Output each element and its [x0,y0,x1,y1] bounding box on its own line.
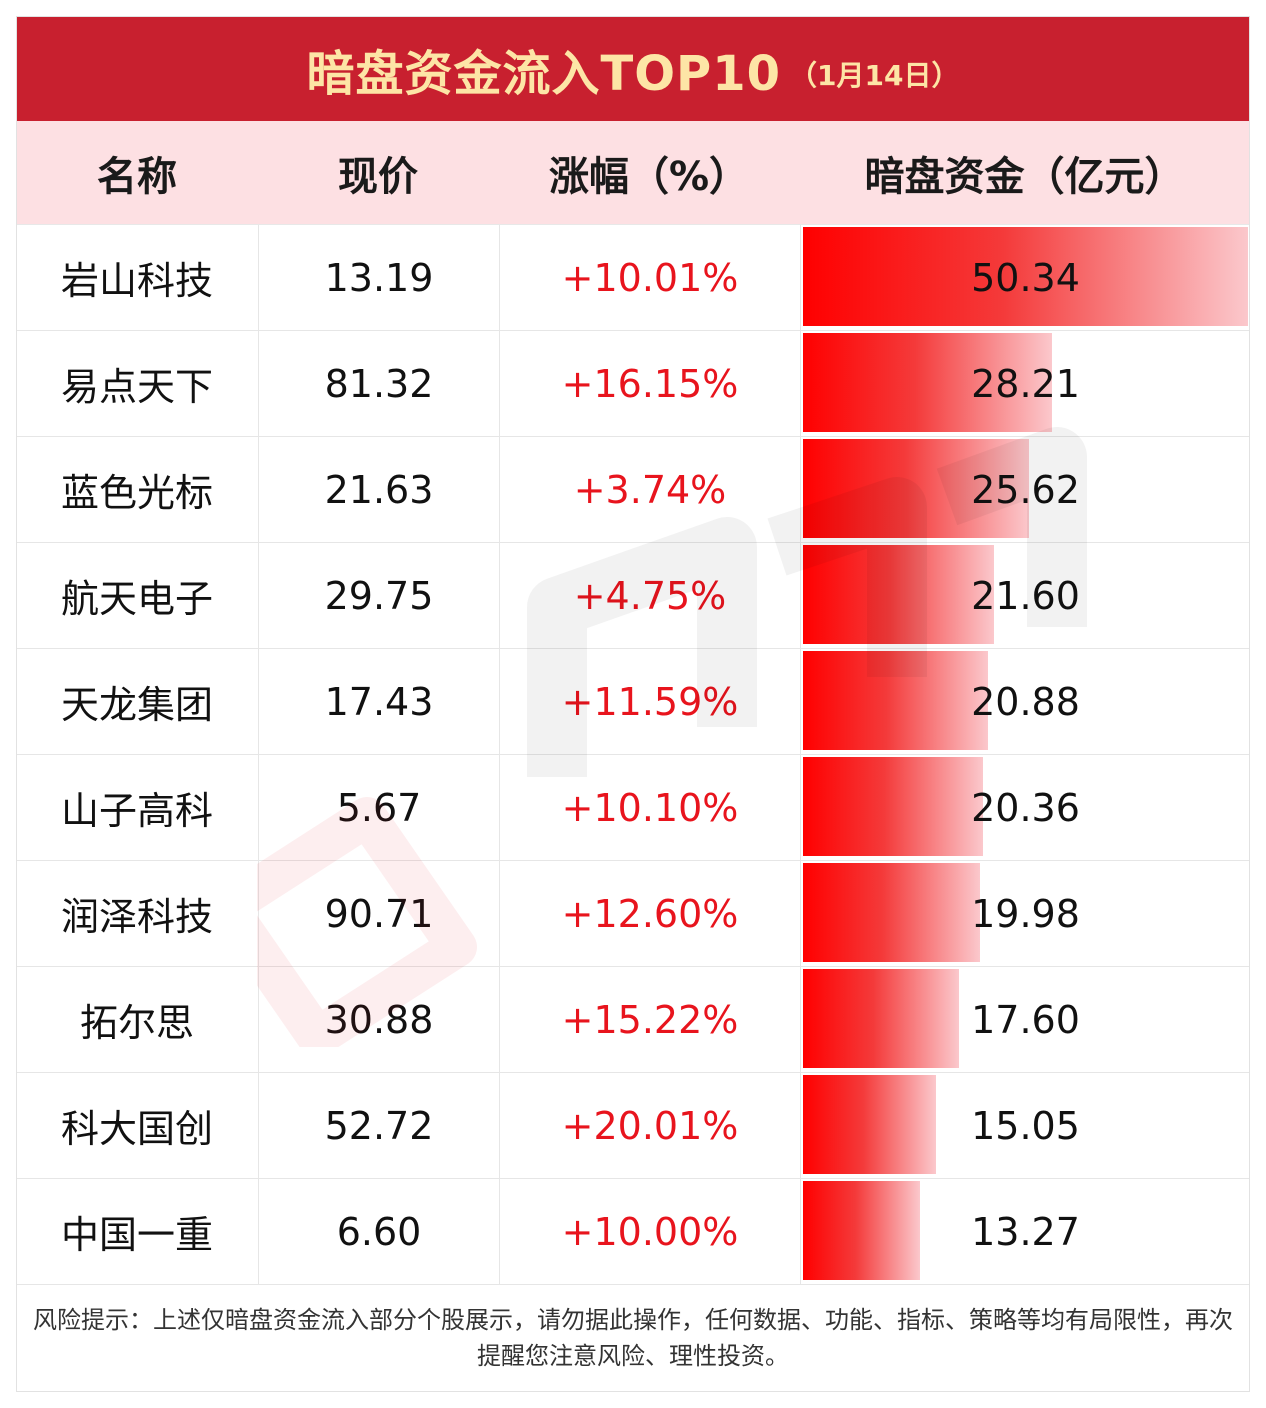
table-row: 中国一重 6.60 +10.00% 13.27 [17,1179,1249,1285]
table-row: 润泽科技 90.71 +12.60% 19.98 [17,861,1249,967]
stock-name: 岩山科技 [60,259,213,303]
stock-change: +15.22% [499,967,800,1072]
stock-name: 润泽科技 [60,895,213,939]
table-row: 山子高科 5.67 +10.10% 20.36 [17,755,1249,861]
dark-pool-value: 19.98 [971,891,1080,936]
stock-name: 易点天下 [60,365,213,409]
stock-change: +16.15% [499,331,800,436]
table-row: 岩山科技 13.19 +10.01% 50.34 [17,225,1249,331]
dark-pool-bar [803,651,988,750]
column-header-dark-pool: 暗盘资金（亿元） [864,154,1185,200]
stock-name: 科大国创 [60,1107,213,1151]
stock-change: +4.75% [499,543,800,648]
dark-pool-bar [803,227,1248,326]
stock-price: 6.60 [258,1179,499,1284]
chart-date: （1月14日） [789,59,960,92]
dark-pool-cell: 15.05 [800,1073,1250,1178]
dark-pool-value: 15.05 [971,1103,1080,1148]
stock-change: +11.59% [499,649,800,754]
dark-pool-value: 17.60 [971,997,1080,1042]
dark-pool-cell: 50.34 [800,225,1250,330]
dark-pool-value: 50.34 [971,255,1080,300]
dark-pool-bar [803,333,1052,432]
stock-name: 中国一重 [60,1213,213,1257]
dark-pool-bar [803,757,983,856]
column-header-name: 名称 [97,154,177,200]
column-header-price: 现价 [338,154,418,200]
stock-change: +20.01% [499,1073,800,1178]
stock-price: 81.32 [258,331,499,436]
risk-disclaimer: 风险提示：上述仅暗盘资金流入部分个股展示，请勿据此操作，任何数据、功能、指标、策… [33,1306,1233,1370]
dark-pool-bar [803,545,994,644]
table-row: 蓝色光标 21.63 +3.74% 25.62 [17,437,1249,543]
stock-price: 90.71 [258,861,499,966]
stock-name: 天龙集团 [60,683,213,727]
title-bar: 暗盘资金流入TOP10 （1月14日） [17,17,1249,121]
dark-pool-cell: 20.88 [800,649,1250,754]
dark-pool-bar [803,1075,936,1174]
table-card: 暗盘资金流入TOP10 （1月14日） 名称 现价 涨幅（%） 暗盘资金（亿元）… [16,16,1250,1392]
dark-pool-bar [803,439,1029,538]
dark-pool-value: 25.62 [971,467,1080,512]
column-header-change: 涨幅（%） [548,154,750,200]
stock-price: 13.19 [258,225,499,330]
dark-pool-value: 28.21 [971,361,1080,406]
stock-change: +3.74% [499,437,800,542]
footer: 风险提示：上述仅暗盘资金流入部分个股展示，请勿据此操作，任何数据、功能、指标、策… [17,1285,1249,1391]
stock-name: 航天电子 [60,577,213,621]
dark-pool-cell: 17.60 [800,967,1250,1072]
table-row: 科大国创 52.72 +20.01% 15.05 [17,1073,1249,1179]
table-row: 易点天下 81.32 +16.15% 28.21 [17,331,1249,437]
dark-pool-value: 20.88 [971,679,1080,724]
stock-name: 山子高科 [60,789,213,833]
column-header-row: 名称 现价 涨幅（%） 暗盘资金（亿元） [17,121,1249,225]
dark-pool-cell: 25.62 [800,437,1250,542]
stock-price: 30.88 [258,967,499,1072]
stock-change: +10.00% [499,1179,800,1284]
table-row: 拓尔思 30.88 +15.22% 17.60 [17,967,1249,1073]
stock-name: 蓝色光标 [60,471,213,515]
dark-pool-bar [803,1181,920,1280]
stock-price: 5.67 [258,755,499,860]
dark-pool-cell: 13.27 [800,1179,1250,1284]
stock-price: 17.43 [258,649,499,754]
chart-title: 暗盘资金流入TOP10 [306,46,782,102]
stock-change: +12.60% [499,861,800,966]
dark-pool-value: 20.36 [971,785,1080,830]
dark-pool-cell: 21.60 [800,543,1250,648]
dark-pool-cell: 28.21 [800,331,1250,436]
stock-name: 拓尔思 [79,1001,194,1045]
stock-price: 21.63 [258,437,499,542]
stock-change: +10.01% [499,225,800,330]
stock-change: +10.10% [499,755,800,860]
dark-pool-cell: 20.36 [800,755,1250,860]
dark-pool-bar [803,863,980,962]
dark-pool-value: 13.27 [971,1209,1080,1254]
dark-pool-cell: 19.98 [800,861,1250,966]
dark-pool-value: 21.60 [971,573,1080,618]
stock-price: 29.75 [258,543,499,648]
stock-price: 52.72 [258,1073,499,1178]
table-row: 航天电子 29.75 +4.75% 21.60 [17,543,1249,649]
dark-pool-bar [803,969,959,1068]
table-row: 天龙集团 17.43 +11.59% 20.88 [17,649,1249,755]
